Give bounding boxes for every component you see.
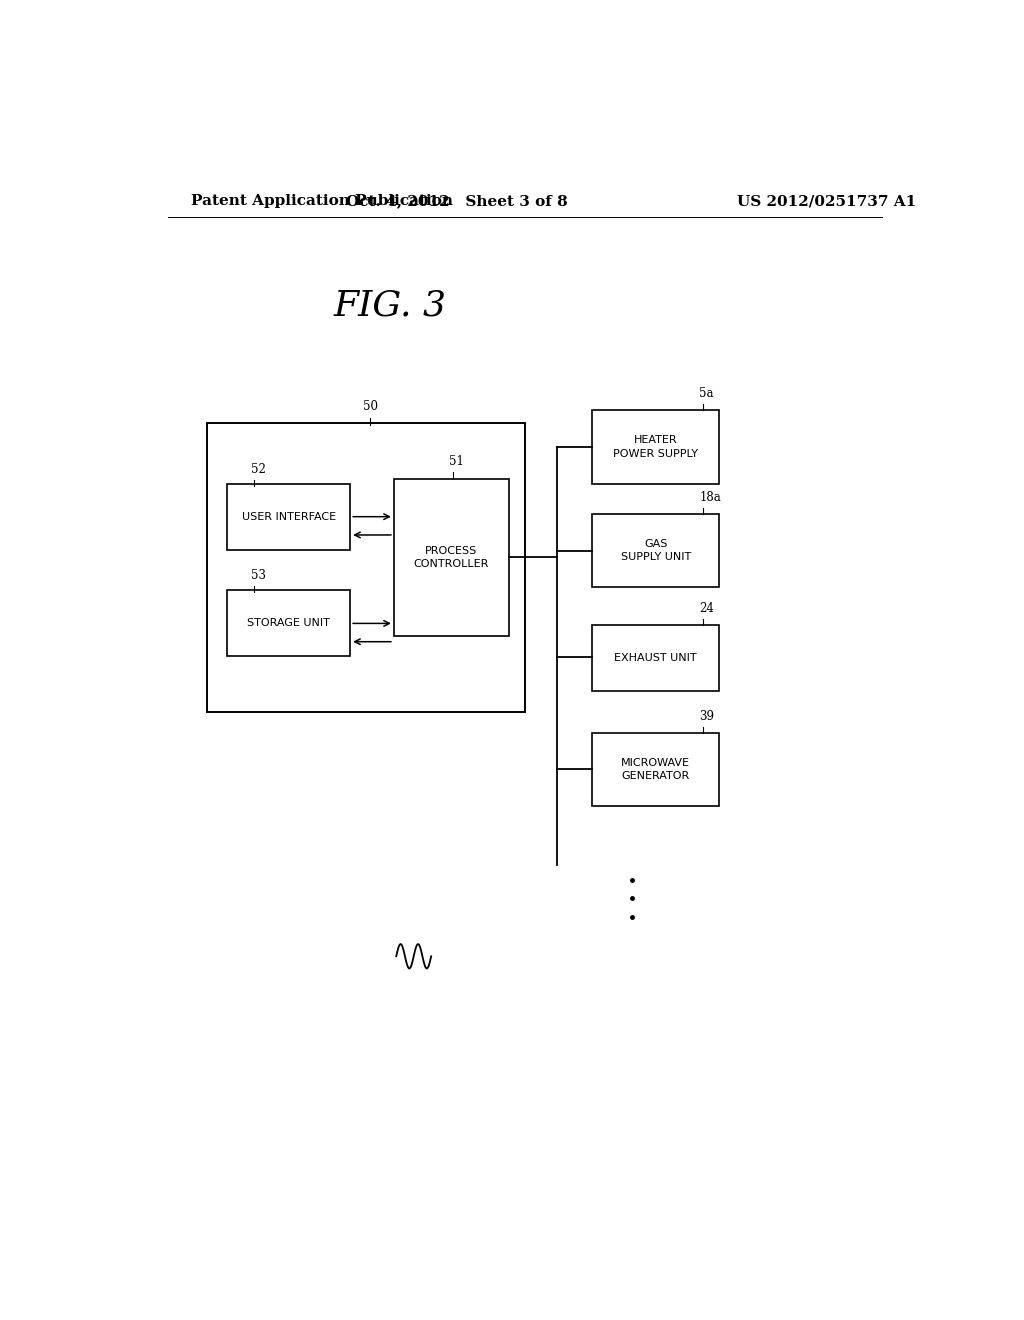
Text: PROCESS
CONTROLLER: PROCESS CONTROLLER [414,545,489,569]
Text: 53: 53 [251,569,266,582]
Text: STORAGE UNIT: STORAGE UNIT [247,618,330,628]
Bar [592,515,719,587]
Bar [207,422,525,713]
Bar [592,733,719,805]
Bar [592,624,719,690]
Text: EXHAUST UNIT: EXHAUST UNIT [614,653,697,663]
Text: US 2012/0251737 A1: US 2012/0251737 A1 [736,194,916,209]
Text: 52: 52 [251,462,266,475]
Text: HEATER
POWER SUPPLY: HEATER POWER SUPPLY [613,436,698,458]
Text: 51: 51 [450,455,464,469]
Text: Oct. 4, 2012   Sheet 3 of 8: Oct. 4, 2012 Sheet 3 of 8 [346,194,568,209]
Bar [394,479,509,636]
Bar [227,590,350,656]
Text: USER INTERFACE: USER INTERFACE [242,512,336,521]
Text: 50: 50 [362,400,378,412]
Bar [592,411,719,483]
Bar [227,483,350,549]
Text: GAS
SUPPLY UNIT: GAS SUPPLY UNIT [621,539,691,562]
Text: MICROWAVE
GENERATOR: MICROWAVE GENERATOR [622,758,690,781]
Text: 5a: 5a [699,387,714,400]
Text: Patent Application Publication: Patent Application Publication [191,194,454,209]
Text: 24: 24 [699,602,715,615]
Text: FIG. 3: FIG. 3 [334,289,446,323]
Text: 39: 39 [699,710,715,722]
Text: 18a: 18a [699,491,721,504]
